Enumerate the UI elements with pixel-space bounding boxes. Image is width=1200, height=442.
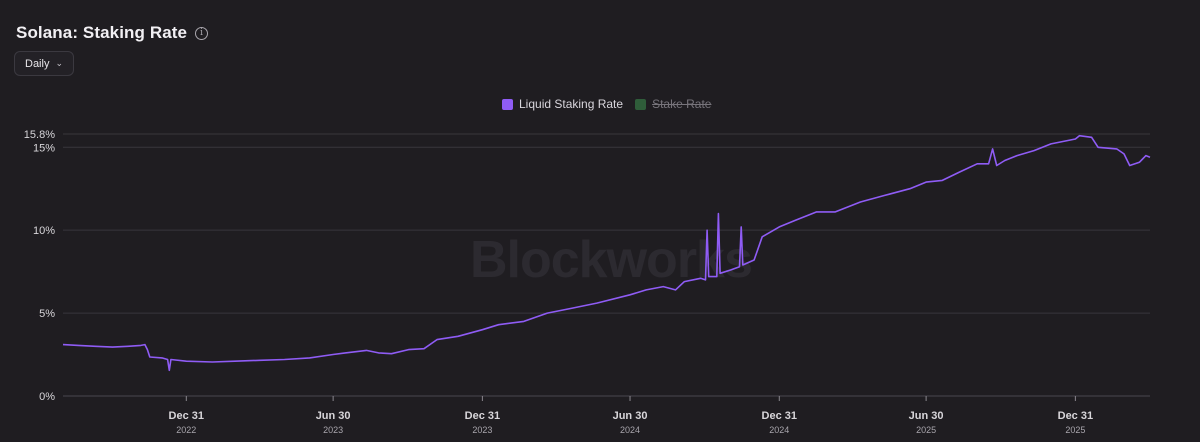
x-tick-year: 2022 [176,425,196,435]
x-tick-label: Jun 30 [613,410,648,422]
interval-dropdown[interactable]: Daily ⌄ [14,51,74,76]
x-tick-year: 2024 [620,425,640,435]
y-tick-label: 5% [39,308,55,320]
legend-swatch-liquid [502,98,513,110]
x-tick-year: 2023 [323,425,343,435]
series-line-liquid-staking-rate [62,134,1151,372]
x-tick-label: Dec 31 [762,410,797,422]
chart-header: Solana: Staking Rate i [16,23,209,43]
chart-title: Solana: Staking Rate [16,23,188,42]
chevron-down-icon: ⌄ [55,58,63,68]
interval-label: Daily [25,57,50,70]
y-tick-label: 0% [39,391,55,403]
legend-label: Liquid Staking Rate [519,97,624,111]
x-tick-year: 2023 [472,425,492,435]
legend-item-stake-rate[interactable]: Stake Rate [635,97,711,111]
x-tick-label: Dec 31 [1058,410,1093,422]
x-tick-year: 2024 [769,425,789,435]
y-tick-label: 15.8% [24,129,55,141]
y-tick-label: 15% [33,142,55,154]
info-circle-icon[interactable]: i [195,26,209,40]
x-tick-label: Dec 31 [465,410,500,422]
legend-label: Stake Rate [652,97,712,111]
x-tick-label: Dec 31 [169,410,204,422]
x-tick-label: Jun 30 [316,410,351,422]
legend-item-liquid-staking[interactable]: Liquid Staking Rate [502,97,623,111]
chart-legend: Liquid Staking Rate Stake Rate [502,97,723,111]
x-tick-year: 2025 [1065,425,1085,435]
x-tick-label: Jun 30 [909,410,944,422]
legend-swatch-stake [635,98,647,110]
x-tick-year: 2025 [916,425,936,435]
y-tick-label: 10% [33,225,55,237]
